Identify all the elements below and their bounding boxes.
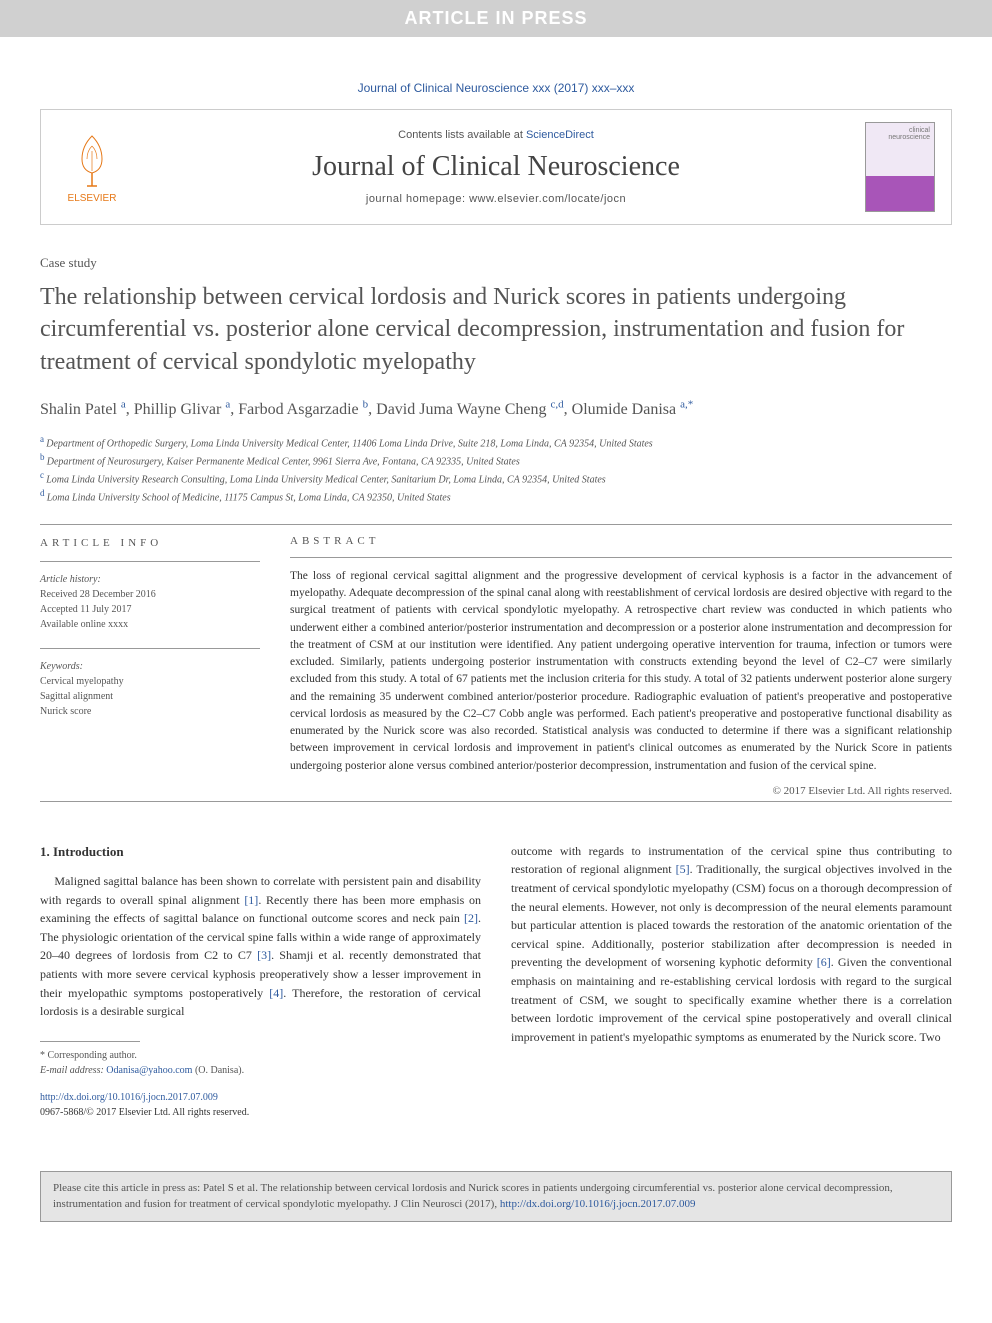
reference-link[interactable]: [1] bbox=[244, 893, 258, 907]
corresponding-author-footnote: * Corresponding author. E-mail address: … bbox=[40, 1048, 481, 1078]
divider bbox=[290, 557, 952, 558]
keyword: Nurick score bbox=[40, 704, 260, 719]
email-name: (O. Danisa). bbox=[195, 1065, 244, 1076]
article-info-heading: ARTICLE INFO bbox=[40, 535, 260, 552]
homepage-prefix: journal homepage: bbox=[366, 193, 469, 205]
body-paragraph: Maligned sagittal balance has been shown… bbox=[40, 872, 481, 1021]
keyword: Sagittal alignment bbox=[40, 689, 260, 704]
masthead: ELSEVIER Contents lists available at Sci… bbox=[40, 109, 952, 225]
author-affil-sup: c,d bbox=[551, 398, 564, 410]
corresponding-star-icon: * bbox=[688, 398, 694, 410]
author-affil-sup: a bbox=[225, 398, 230, 410]
article-history-head: Article history: bbox=[40, 572, 260, 587]
reference-link[interactable]: [5] bbox=[676, 862, 690, 876]
article-type: Case study bbox=[40, 255, 952, 271]
history-line: Received 28 December 2016 bbox=[40, 587, 260, 602]
affiliation-line: b Department of Neurosurgery, Kaiser Per… bbox=[40, 451, 952, 469]
affiliations-block: a Department of Orthopedic Surgery, Loma… bbox=[40, 433, 952, 506]
info-abstract-row: ARTICLE INFO Article history: Received 2… bbox=[40, 535, 952, 797]
author: Shalin Patel a bbox=[40, 401, 126, 418]
journal-name: Journal of Clinical Neuroscience bbox=[127, 151, 865, 183]
reference-link[interactable]: [6] bbox=[817, 955, 831, 969]
homepage-url[interactable]: www.elsevier.com/locate/jocn bbox=[469, 193, 626, 205]
article-history-block: Article history: Received 28 December 20… bbox=[40, 572, 260, 632]
corr-label: * Corresponding author. bbox=[40, 1048, 481, 1063]
body-column-right: outcome with regards to instrumentation … bbox=[511, 842, 952, 1121]
divider bbox=[40, 561, 260, 562]
page-container: Journal of Clinical Neuroscience xxx (20… bbox=[0, 37, 992, 1151]
article-in-press-banner: ARTICLE IN PRESS bbox=[0, 0, 992, 37]
affiliation-line: d Loma Linda University School of Medici… bbox=[40, 487, 952, 505]
article-info-column: ARTICLE INFO Article history: Received 2… bbox=[40, 535, 260, 797]
divider bbox=[40, 648, 260, 649]
doi-block: http://dx.doi.org/10.1016/j.jocn.2017.07… bbox=[40, 1090, 481, 1121]
body-paragraph: outcome with regards to instrumentation … bbox=[511, 842, 952, 1047]
email-link[interactable]: Odanisa@yahoo.com bbox=[106, 1065, 192, 1076]
abstract-text: The loss of regional cervical sagittal a… bbox=[290, 568, 952, 775]
keyword: Cervical myelopathy bbox=[40, 674, 260, 689]
doi-link[interactable]: http://dx.doi.org/10.1016/j.jocn.2017.07… bbox=[40, 1092, 218, 1103]
journal-cover-thumbnail[interactable] bbox=[865, 122, 935, 212]
author: Farbod Asgarzadie b bbox=[238, 401, 368, 418]
sciencedirect-link[interactable]: ScienceDirect bbox=[526, 129, 594, 141]
author: Phillip Glivar a bbox=[134, 401, 230, 418]
reference-link[interactable]: [2] bbox=[464, 911, 478, 925]
email-label: E-mail address: bbox=[40, 1065, 104, 1076]
elsevier-label: ELSEVIER bbox=[68, 193, 117, 204]
authors-line: Shalin Patel a, Phillip Glivar a, Farbod… bbox=[40, 398, 952, 418]
author: Olumide Danisa a,* bbox=[572, 401, 694, 418]
citation-doi-link[interactable]: http://dx.doi.org/10.1016/j.jocn.2017.07… bbox=[500, 1198, 696, 1210]
keywords-block: Keywords: Cervical myelopathy Sagittal a… bbox=[40, 659, 260, 719]
body-column-left: 1. Introduction Maligned sagittal balanc… bbox=[40, 842, 481, 1121]
section-heading: 1. Introduction bbox=[40, 842, 481, 862]
contents-lists-line: Contents lists available at ScienceDirec… bbox=[127, 129, 865, 141]
article-title: The relationship between cervical lordos… bbox=[40, 281, 952, 378]
journal-homepage-line: journal homepage: www.elsevier.com/locat… bbox=[127, 193, 865, 205]
author: David Juma Wayne Cheng c,d bbox=[376, 401, 564, 418]
divider bbox=[40, 801, 952, 802]
author-affil-sup: a, bbox=[680, 398, 688, 410]
elsevier-tree-icon bbox=[67, 131, 117, 191]
author-affil-sup: a bbox=[121, 398, 126, 410]
body-columns: 1. Introduction Maligned sagittal balanc… bbox=[40, 842, 952, 1121]
citation-text: Please cite this article in press as: Pa… bbox=[53, 1182, 893, 1211]
affiliation-line: c Loma Linda University Research Consult… bbox=[40, 469, 952, 487]
history-line: Available online xxxx bbox=[40, 617, 260, 632]
abstract-heading: ABSTRACT bbox=[290, 535, 952, 547]
citation-box: Please cite this article in press as: Pa… bbox=[40, 1171, 952, 1222]
elsevier-logo[interactable]: ELSEVIER bbox=[57, 131, 127, 204]
divider bbox=[40, 524, 952, 525]
author-affil-sup: b bbox=[363, 398, 369, 410]
abstract-column: ABSTRACT The loss of regional cervical s… bbox=[290, 535, 952, 797]
issn-copyright-line: 0967-5868/© 2017 Elsevier Ltd. All right… bbox=[40, 1105, 481, 1121]
journal-reference-line: Journal of Clinical Neuroscience xxx (20… bbox=[40, 67, 952, 109]
email-line: E-mail address: Odanisa@yahoo.com (O. Da… bbox=[40, 1063, 481, 1078]
keywords-head: Keywords: bbox=[40, 659, 260, 674]
contents-prefix: Contents lists available at bbox=[398, 129, 526, 141]
reference-link[interactable]: [4] bbox=[269, 986, 283, 1000]
footnote-separator bbox=[40, 1041, 140, 1042]
reference-link[interactable]: [3] bbox=[257, 948, 271, 962]
affiliation-line: a Department of Orthopedic Surgery, Loma… bbox=[40, 433, 952, 451]
abstract-copyright: © 2017 Elsevier Ltd. All rights reserved… bbox=[290, 785, 952, 797]
history-line: Accepted 11 July 2017 bbox=[40, 602, 260, 617]
masthead-center: Contents lists available at ScienceDirec… bbox=[127, 129, 865, 205]
